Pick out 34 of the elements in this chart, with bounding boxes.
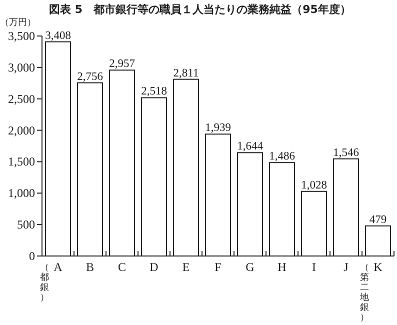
y-tick-label: 1,500 (8, 154, 35, 169)
data-label: 1,028 (301, 179, 328, 192)
x-tick-label: G (246, 260, 255, 274)
data-label: 2,756 (77, 70, 104, 83)
annotation: （都銀） (40, 263, 50, 303)
y-tick-label: 3,500 (8, 29, 35, 43)
x-tick-label: E (182, 260, 190, 274)
x-tick-label: B (86, 260, 94, 274)
data-label: 1,939 (205, 122, 232, 134)
data-label: 1,486 (269, 150, 296, 163)
y-tick-label: 500 (17, 218, 35, 232)
x-tick-label: J (344, 260, 349, 274)
x-tick-label: K (374, 260, 383, 274)
data-label: 2,518 (141, 86, 168, 98)
x-tick-label: D (150, 260, 159, 274)
chart-title: 図表 5 都市銀行等の職員１人当たりの業務純益（95年度） (49, 3, 351, 16)
data-label: 2,811 (173, 67, 199, 80)
y-axis-title: （万円） (0, 18, 36, 28)
data-label: 3,408 (45, 30, 72, 42)
x-tick-label: F (214, 260, 222, 274)
y-tick-label: 2,500 (8, 92, 35, 106)
data-label: 1,546 (333, 146, 360, 159)
data-label: 2,957 (109, 58, 136, 70)
x-tick-label: A (54, 260, 63, 274)
y-tick-label: 2,000 (8, 123, 35, 138)
y-tick-label: 1,000 (8, 186, 35, 200)
y-tick-label: 0 (29, 249, 35, 263)
annotation: （第二地銀） (360, 263, 370, 323)
data-label: 479 (369, 214, 387, 226)
x-tick-label: I (312, 260, 316, 274)
data-label: 1,644 (237, 140, 264, 153)
x-tick-label: C (118, 260, 126, 274)
x-tick-label: H (278, 260, 287, 274)
y-tick-label: 3,000 (8, 60, 35, 74)
